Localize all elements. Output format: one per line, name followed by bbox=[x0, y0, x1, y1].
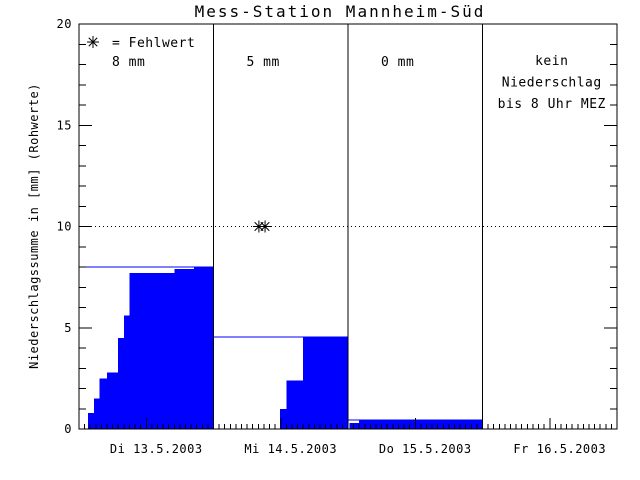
panel-total-label: 8 mm bbox=[112, 55, 145, 70]
precip-bar bbox=[107, 372, 119, 429]
x-axis-day-label: Do 15.5.2003 bbox=[379, 442, 472, 456]
legend-label: = Fehlwert bbox=[112, 36, 195, 51]
precip-bar bbox=[193, 267, 214, 429]
precip-bar bbox=[349, 422, 360, 430]
no-precip-note-line: bis 8 Uhr MEZ bbox=[498, 97, 606, 112]
panel-total-label: 5 mm bbox=[247, 55, 280, 70]
precip-bar bbox=[129, 273, 175, 429]
precip-bar bbox=[94, 398, 100, 430]
x-axis-day-label: Di 13.5.2003 bbox=[110, 442, 203, 456]
panel-total-label: 0 mm bbox=[381, 55, 414, 70]
missing-value-marker bbox=[252, 220, 265, 233]
y-tick-label: 20 bbox=[57, 17, 72, 31]
precip-bar bbox=[280, 408, 287, 429]
chart-title: Mess-Station Mannheim-Süd bbox=[195, 2, 486, 21]
y-tick-label: 10 bbox=[57, 220, 72, 234]
precip-bar bbox=[303, 336, 348, 429]
x-axis-day-label: Mi 14.5.2003 bbox=[244, 442, 337, 456]
plot-layers: 0 5 10 15 20 Di 13.5.2003 8 mm Mi 14.5.2003 5 mm… bbox=[57, 17, 618, 456]
no-precip-note-line: kein bbox=[535, 54, 568, 69]
precip-bar bbox=[118, 337, 124, 430]
y-tick-label: 0 bbox=[64, 422, 72, 436]
no-precip-note-line: Niederschlag bbox=[502, 76, 602, 91]
missing-value-marker bbox=[259, 220, 272, 233]
missing-value-legend-icon bbox=[87, 36, 99, 48]
y-tick-label: 5 bbox=[64, 321, 72, 335]
precip-bar bbox=[123, 315, 130, 429]
precip-bar bbox=[99, 378, 108, 430]
precip-bar bbox=[286, 380, 304, 429]
y-axis-title: Niederschlagssumme in [mm] (Rohwerte) bbox=[27, 83, 41, 369]
y-tick-label: 15 bbox=[57, 118, 72, 132]
x-axis-day-label: Fr 16.5.2003 bbox=[513, 442, 606, 456]
precip-bar bbox=[174, 269, 194, 429]
precip-bar bbox=[87, 412, 95, 429]
